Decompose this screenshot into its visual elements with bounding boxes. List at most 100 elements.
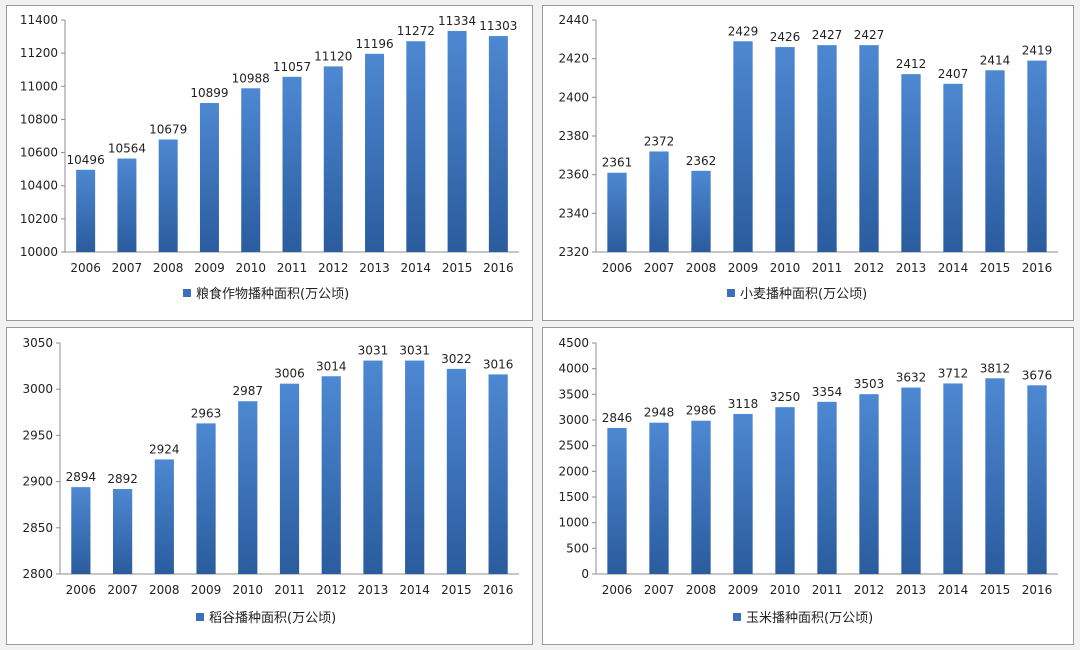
legend-swatch: [196, 613, 204, 621]
data-label: 2362: [686, 154, 717, 168]
y-tick-label: 2360: [558, 168, 589, 182]
bar: [199, 103, 219, 252]
x-tick-label: 2007: [644, 583, 675, 597]
x-tick-label: 2012: [316, 583, 347, 597]
bar: [154, 459, 174, 574]
x-tick-label: 2013: [896, 583, 927, 597]
bar: [649, 422, 669, 574]
data-label: 2924: [149, 442, 180, 456]
data-label: 2894: [66, 470, 97, 484]
data-label: 2948: [644, 406, 675, 420]
data-label: 3014: [316, 359, 347, 373]
data-label: 3676: [1022, 368, 1053, 382]
y-tick-label: 10800: [20, 112, 58, 126]
y-tick-label: 10400: [20, 179, 58, 193]
chart-0-svg: 10000 10200 10400 10600 10800 11000 11200 11400…: [20, 13, 519, 302]
x-tick-label: 2008: [686, 261, 717, 275]
y-tick-label: 1500: [558, 490, 589, 504]
data-label: 3118: [728, 397, 759, 411]
bar: [158, 139, 178, 252]
x-tick-label: 2009: [728, 261, 759, 275]
x-tick-label: 2013: [359, 261, 390, 275]
x-tick-label: 2010: [235, 261, 266, 275]
bar: [859, 45, 879, 253]
x-tick-label: 2013: [358, 583, 389, 597]
bar: [117, 158, 137, 252]
x-tick-label: 2013: [896, 261, 927, 275]
data-label: 11057: [273, 60, 311, 74]
y-tick-label: 3050: [22, 336, 53, 350]
x-tick-label: 2010: [232, 583, 263, 597]
legend-swatch: [727, 289, 735, 297]
data-label: 3250: [770, 390, 801, 404]
data-label: 2429: [728, 24, 759, 38]
data-label: 2986: [686, 404, 717, 418]
x-tick-label: 2006: [66, 583, 97, 597]
legend-label: 玉米播种面积(万公顷): [746, 611, 873, 626]
bar: [943, 83, 963, 252]
data-label: 2427: [812, 28, 843, 42]
y-tick-label: 2400: [558, 90, 589, 104]
x-tick-label: 2015: [980, 261, 1011, 275]
bar: [196, 423, 216, 574]
y-tick-label: 2000: [558, 464, 589, 478]
x-tick-label: 2011: [277, 261, 308, 275]
data-label: 11196: [355, 37, 393, 51]
chart-panel-rice-area: 2800 2850 2900 2950 3000 3050 2894 2006 2892 2007…: [6, 327, 533, 645]
y-tick-label: 11000: [20, 79, 58, 93]
x-tick-label: 2008: [686, 583, 717, 597]
x-tick-label: 2007: [644, 261, 675, 275]
x-tick-label: 2007: [107, 583, 138, 597]
bar: [363, 360, 383, 574]
y-tick-label: 2950: [22, 428, 53, 442]
data-label: 2361: [602, 156, 633, 170]
x-tick-label: 2009: [728, 583, 759, 597]
data-label: 3354: [812, 385, 843, 399]
chart-3-svg: 0 500 1000 1500 2000 2500 3000 3500 4000 4500 2846…: [558, 336, 1058, 626]
y-tick-label: 4500: [558, 336, 589, 350]
x-tick-label: 2014: [938, 583, 969, 597]
data-label: 3632: [896, 371, 927, 385]
data-label: 10988: [232, 71, 270, 85]
bar: [985, 70, 1005, 253]
data-label: 2414: [980, 53, 1011, 67]
x-tick-label: 2011: [812, 261, 843, 275]
x-tick-label: 2007: [112, 261, 143, 275]
bar: [859, 394, 879, 574]
x-tick-label: 2015: [980, 583, 1011, 597]
chart-1-svg: 2320 2340 2360 2380 2400 2420 2440 2361 2006 2372…: [558, 13, 1058, 302]
y-tick-label: 2440: [558, 13, 589, 27]
data-label: 10496: [67, 153, 105, 167]
data-label: 3016: [483, 357, 514, 371]
y-tick-label: 11400: [20, 13, 58, 27]
y-tick-label: 2380: [558, 129, 589, 143]
bar: [775, 407, 795, 574]
bar: [282, 76, 302, 252]
data-label: 2963: [191, 406, 222, 420]
data-label: 11120: [314, 49, 352, 63]
bar: [985, 378, 1005, 574]
x-tick-label: 2009: [191, 583, 222, 597]
data-label: 2846: [602, 411, 633, 425]
y-tick-label: 10000: [20, 245, 58, 259]
x-tick-label: 2016: [1022, 583, 1053, 597]
bar: [691, 420, 711, 574]
data-label: 3712: [938, 366, 969, 380]
x-tick-label: 2014: [938, 261, 969, 275]
data-label: 11303: [479, 19, 517, 33]
data-label: 3503: [854, 377, 885, 391]
y-tick-label: 2900: [22, 475, 53, 489]
data-label: 3006: [274, 367, 305, 381]
x-tick-label: 2014: [399, 583, 430, 597]
bar: [817, 401, 837, 574]
bar: [323, 66, 343, 253]
bar: [691, 170, 711, 252]
legend-label: 粮食作物播种面积(万公顷): [196, 286, 349, 302]
y-tick-label: 2340: [558, 206, 589, 220]
data-label: 11272: [397, 24, 435, 38]
y-tick-label: 2800: [22, 567, 53, 581]
bar: [943, 383, 963, 574]
x-tick-label: 2009: [194, 261, 225, 275]
chart-panel-grain-area: 10000 10200 10400 10600 10800 11000 11200 11400…: [6, 5, 533, 321]
legend-label: 小麦播种面积(万公顷): [740, 287, 867, 302]
